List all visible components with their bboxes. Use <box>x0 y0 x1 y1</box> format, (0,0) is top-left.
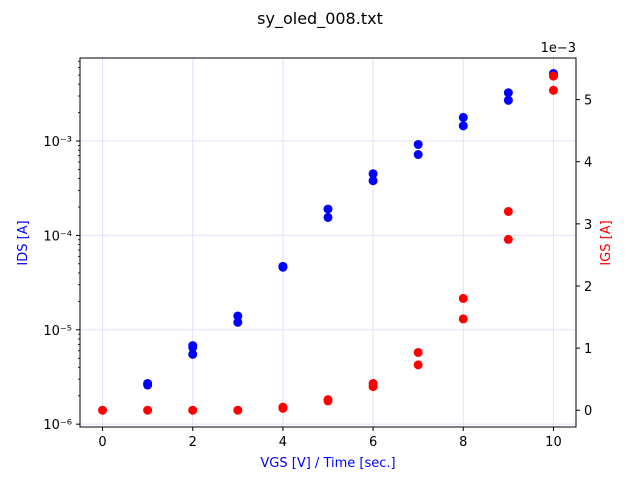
igs-point <box>278 402 288 412</box>
igs-point <box>233 405 243 415</box>
x-tick-label: 2 <box>189 435 197 450</box>
igs-point <box>413 360 423 370</box>
left-tick-label: 10⁻⁶ <box>43 418 72 433</box>
ids-point <box>233 317 243 327</box>
ids-point <box>368 176 378 186</box>
x-tick-label: 0 <box>98 435 106 450</box>
left-tick-label: 10⁻³ <box>43 135 72 150</box>
igs-point <box>98 405 108 415</box>
igs-point <box>368 382 378 392</box>
right-tick-label: 0 <box>584 404 592 419</box>
igs-point <box>548 71 558 81</box>
ids-point <box>458 112 468 122</box>
right-axis-label: IGS [A] <box>599 220 614 265</box>
ids-point <box>188 342 198 352</box>
plot-frame <box>79 57 577 428</box>
ids-point <box>503 95 513 105</box>
igs-point <box>413 347 423 357</box>
data-points <box>98 68 558 415</box>
ids-point <box>458 121 468 131</box>
chart-title: sy_oled_008.txt <box>257 9 383 29</box>
right-tick-label: 3 <box>584 218 592 233</box>
right-tick-label: 2 <box>584 280 592 295</box>
ids-point <box>278 262 288 272</box>
igs-point <box>458 314 468 324</box>
left-axis-label: IDS [A] <box>16 220 31 265</box>
left-tick-label: 10⁻⁴ <box>43 229 72 244</box>
igs-point <box>503 234 513 244</box>
igs-point <box>458 293 468 303</box>
ids-point <box>323 212 333 222</box>
x-tick-label: 10 <box>545 435 562 450</box>
igs-point <box>323 395 333 405</box>
ids-point <box>233 311 243 321</box>
right-tick-label: 1 <box>584 342 592 357</box>
right-tick-label: 4 <box>584 156 592 171</box>
igs-point <box>548 85 558 95</box>
ids-point <box>143 380 153 390</box>
right-tick-label: 5 <box>584 94 592 109</box>
ids-point <box>188 349 198 359</box>
ticks: 0 2 4 6 8 10 10⁻⁶ 10⁻⁵ 10⁻⁴ 10⁻³ 0 1 2 3 4 5 <box>43 60 592 450</box>
right-axis-offset-text: 1e−3 <box>541 41 576 56</box>
grid <box>80 58 576 427</box>
ids-point <box>413 139 423 149</box>
igs-point <box>503 206 513 216</box>
igs-point <box>143 405 153 415</box>
x-tick-label: 6 <box>369 435 377 450</box>
ids-point <box>413 150 423 160</box>
x-tick-label: 8 <box>459 435 467 450</box>
ids-point <box>368 169 378 179</box>
igs-point <box>188 405 198 415</box>
x-tick-label: 4 <box>279 435 287 450</box>
left-tick-label: 10⁻⁵ <box>43 324 72 339</box>
ids-point <box>323 204 333 214</box>
x-axis-label: VGS [V] / Time [sec.] <box>260 456 395 471</box>
ids-point <box>503 88 513 98</box>
